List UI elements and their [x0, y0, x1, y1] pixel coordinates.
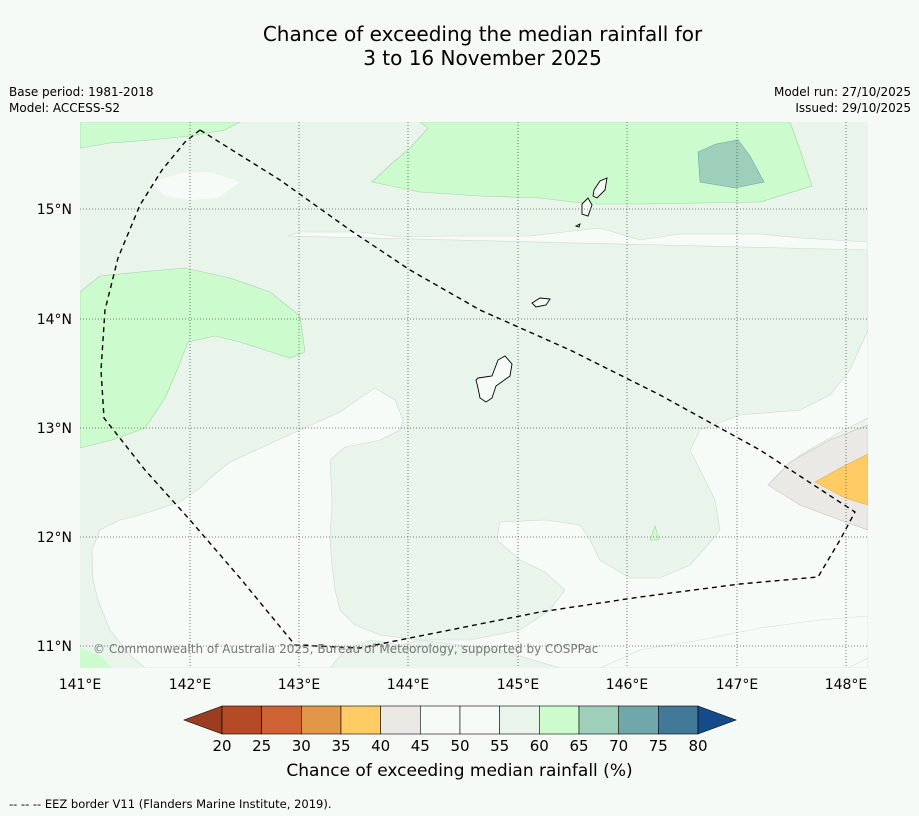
- lon-label: 146°E: [606, 677, 649, 693]
- colorbar-bin: [578, 705, 620, 735]
- lat-label: 15°N: [37, 202, 72, 218]
- colorbar-tick: 55: [490, 737, 509, 755]
- colorbar-bin: [221, 705, 263, 735]
- base-period: Base period: 1981-2018: [9, 85, 154, 99]
- colorbar-bin: [340, 705, 382, 735]
- title-line-2: 3 to 16 November 2025: [363, 46, 602, 70]
- lon-label: 142°E: [169, 677, 212, 693]
- island-rota: [531, 297, 551, 308]
- colorbar-tick: 40: [371, 737, 390, 755]
- map-area: [80, 122, 868, 668]
- lon-label: 145°E: [497, 677, 540, 693]
- region-60-65-west: [80, 267, 306, 449]
- islands: [475, 177, 608, 403]
- lat-label: 11°N: [37, 639, 72, 655]
- colorbar-bin: [300, 705, 342, 735]
- colorbar-tick: 35: [331, 737, 350, 755]
- colorbar-bin: [459, 705, 501, 735]
- lat-label: 14°N: [37, 312, 72, 328]
- colorbar-tick: 80: [688, 737, 707, 755]
- map-credit: © Commonwealth of Australia 2025, Bureau…: [93, 642, 598, 656]
- colorbar-tick: 70: [609, 737, 628, 755]
- colorbar-bin: [419, 705, 461, 735]
- colorbar-tick: 20: [212, 737, 231, 755]
- colorbar-bin: [657, 705, 699, 735]
- region-65-70-north: [697, 139, 765, 189]
- colorbar-tick: 75: [649, 737, 668, 755]
- lat-label: 12°N: [37, 530, 72, 546]
- issued-date: Issued: 29/10/2025: [795, 101, 911, 115]
- title-line-1: Chance of exceeding the median rainfall …: [262, 22, 703, 46]
- lon-label: 143°E: [278, 677, 321, 693]
- region-60-65-sw: [80, 648, 112, 668]
- island-saipan: [592, 177, 608, 199]
- gridlines: [80, 122, 868, 668]
- colorbar-tick: 45: [411, 737, 430, 755]
- colorbar-bin: [499, 705, 540, 735]
- meta-right: Model run: 27/10/2025 Issued: 29/10/2025: [774, 84, 911, 116]
- island-aguijan: [574, 223, 581, 228]
- region-50-55-west: [150, 172, 240, 200]
- colorbar-lower-extension: [183, 705, 223, 735]
- colorbar-bin: [380, 705, 421, 735]
- map-title: Chance of exceeding the median rainfall …: [0, 22, 919, 70]
- colorbar: [183, 705, 737, 735]
- eez-legend-note: -- -- -- EEZ border V11 (Flanders Marine…: [9, 797, 332, 811]
- colorbar-ticks: 20 25 30 35 40 45 50 55 60 65 70 75 80: [212, 737, 707, 755]
- colorbar-bin: [261, 705, 302, 735]
- colorbar-label: Chance of exceeding median rainfall (%): [286, 761, 633, 781]
- lat-labels: 15°N 14°N 13°N 12°N 11°N: [37, 202, 72, 655]
- lon-labels: 141°E 142°E 143°E 144°E 145°E 146°E 147°…: [59, 677, 868, 693]
- contour-se-2: [847, 657, 868, 668]
- lat-label: 13°N: [37, 421, 72, 437]
- eez-border: [100, 129, 856, 649]
- colorbar-tick: 30: [292, 737, 311, 755]
- colorbar-tick: 50: [450, 737, 469, 755]
- meta-left: Base period: 1981-2018 Model: ACCESS-S2: [9, 84, 154, 116]
- region-40-45-east: [767, 424, 868, 531]
- lon-label: 144°E: [387, 677, 430, 693]
- colorbar-upper-extension: [697, 705, 737, 735]
- colorbar-tick: 60: [530, 737, 549, 755]
- lon-label: 148°E: [825, 677, 868, 693]
- region-60-65-nw: [80, 122, 241, 149]
- model-run: Model run: 27/10/2025: [773, 85, 911, 99]
- region-50-55-central: [91, 227, 868, 668]
- colorbar-bin: [538, 705, 580, 735]
- lon-label: 147°E: [716, 677, 759, 693]
- lon-label: 141°E: [59, 677, 102, 693]
- region-35-40-east: [814, 453, 868, 506]
- island-tinian: [581, 197, 593, 217]
- region-60-65-spot: [649, 525, 660, 541]
- colorbar-bin: [618, 705, 659, 735]
- island-guam: [475, 355, 513, 403]
- colorbar-tick: 65: [569, 737, 588, 755]
- colorbar-tick: 25: [252, 737, 271, 755]
- contour-se-1: [599, 615, 868, 668]
- model-name: Model: ACCESS-S2: [9, 101, 121, 115]
- region-60-65-north: [371, 122, 813, 205]
